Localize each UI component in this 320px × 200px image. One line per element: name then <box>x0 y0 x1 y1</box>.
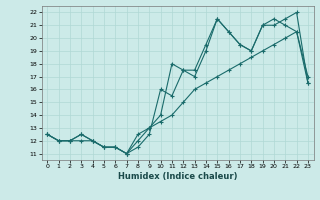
X-axis label: Humidex (Indice chaleur): Humidex (Indice chaleur) <box>118 172 237 181</box>
